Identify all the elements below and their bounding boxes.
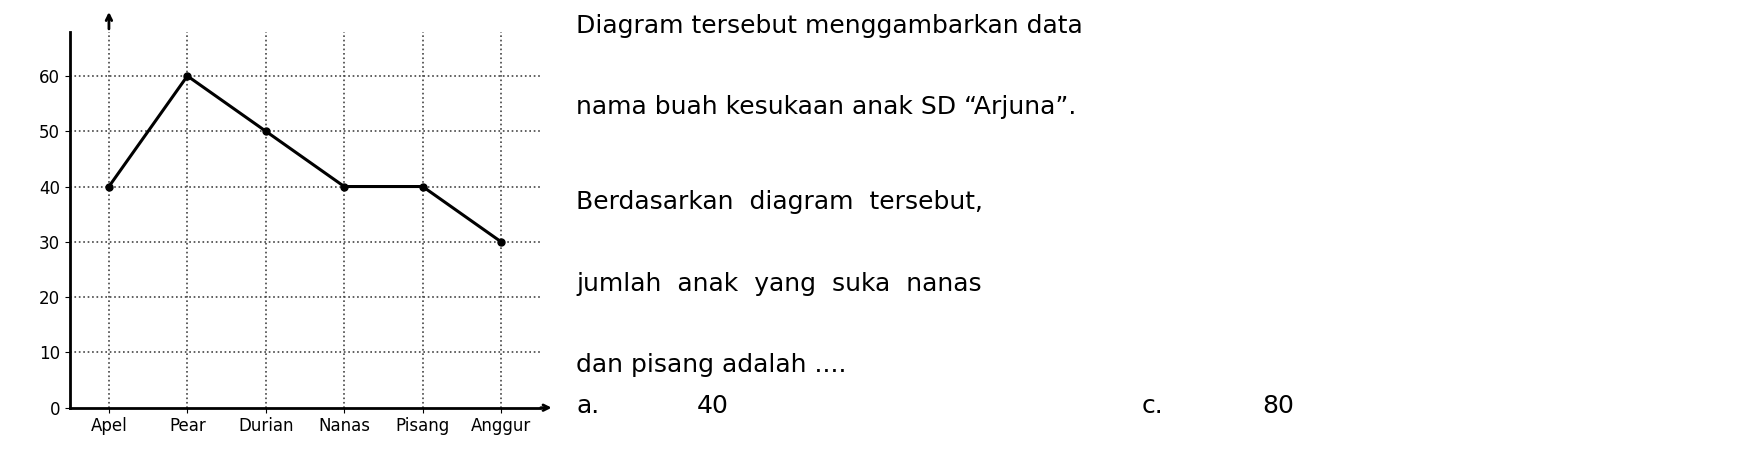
- Text: 80: 80: [1262, 394, 1293, 418]
- Text: nama buah kesukaan anak SD “Arjuna”.: nama buah kesukaan anak SD “Arjuna”.: [577, 95, 1077, 119]
- Text: c.: c.: [1142, 394, 1163, 418]
- Text: a.: a.: [577, 394, 600, 418]
- Text: Berdasarkan  diagram  tersebut,: Berdasarkan diagram tersebut,: [577, 190, 983, 214]
- Text: Diagram tersebut menggambarkan data: Diagram tersebut menggambarkan data: [577, 14, 1082, 38]
- Text: 40: 40: [697, 394, 729, 418]
- Text: jumlah  anak  yang  suka  nanas: jumlah anak yang suka nanas: [577, 272, 981, 296]
- Text: dan pisang adalah ....: dan pisang adalah ....: [577, 353, 847, 377]
